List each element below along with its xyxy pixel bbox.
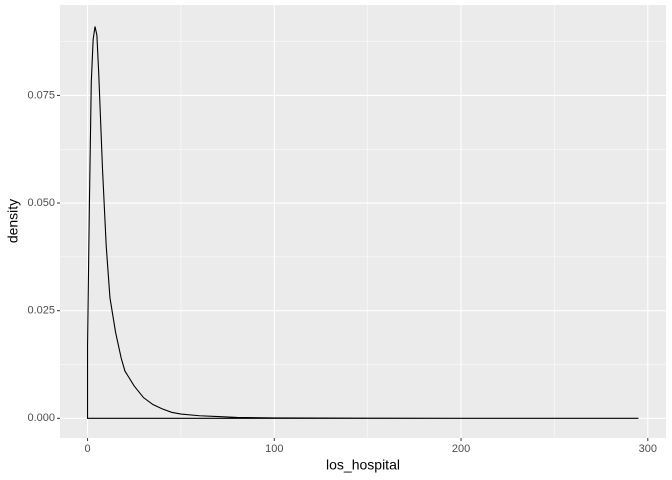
y-tick-label: 0.000 [27, 412, 55, 424]
panel [60, 5, 666, 438]
x-axis-title: los_hospital [326, 457, 400, 473]
x-tick-label: 100 [265, 443, 283, 455]
y-tick-label: 0.075 [27, 89, 55, 101]
x-tick-label: 200 [452, 443, 470, 455]
y-axis-title: density [5, 199, 21, 243]
density-curve [86, 26, 639, 419]
x-tick-label: 300 [639, 443, 657, 455]
x-tick-label: 0 [84, 443, 90, 455]
y-tick-label: 0.025 [27, 305, 55, 317]
y-tick-label: 0.050 [27, 197, 55, 209]
